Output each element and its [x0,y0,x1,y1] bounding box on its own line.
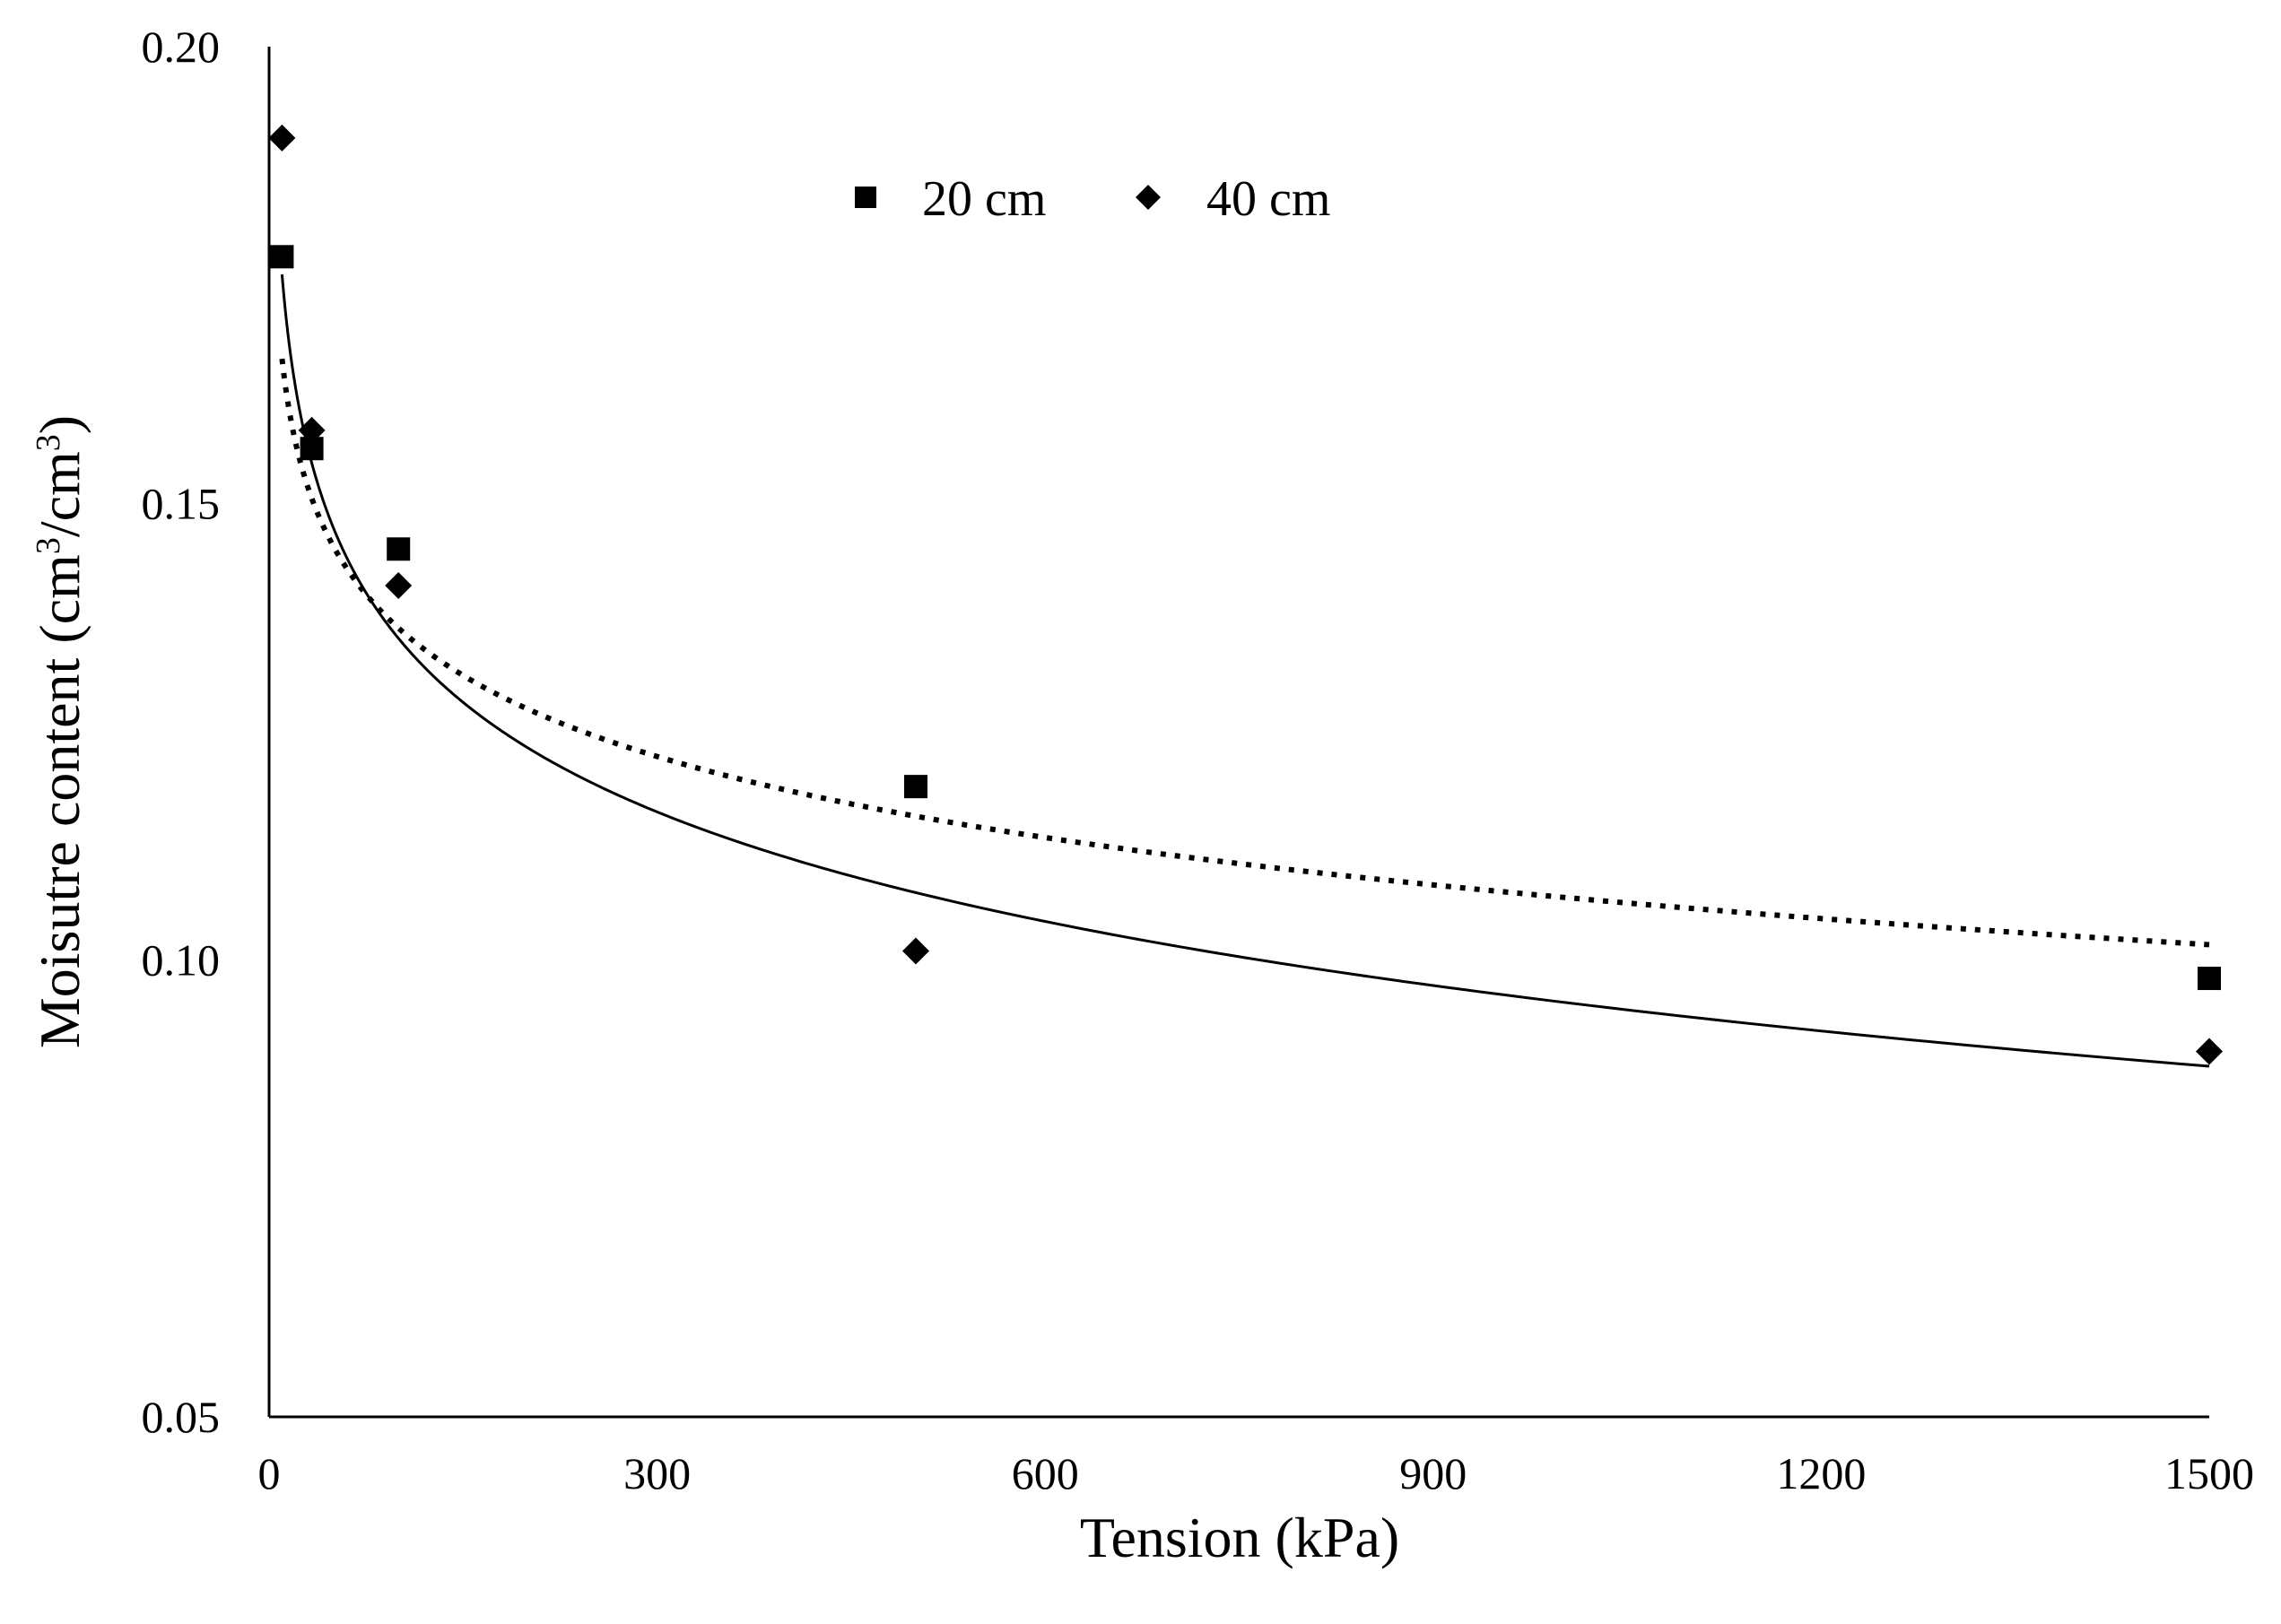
legend-label-40cm: 40 cm [1206,171,1330,227]
trendline-20cm [279,358,2210,948]
trendlines [279,274,2210,1068]
x-tick-label: 1200 [1776,1448,1866,1498]
y-tick-label: 0.05 [142,1392,221,1442]
data-point-40cm [298,416,326,444]
x-tick-label: 300 [623,1448,691,1498]
data-point-20cm [270,245,294,269]
y-axis-title-sup-2: 3 [30,434,67,451]
y-tick-label: 0.20 [142,22,221,72]
x-tick-label: 0 [258,1448,281,1498]
x-tick-label: 1500 [2164,1448,2254,1498]
ticks: 0 300 600 900 1200 1500 0.05 0.10 0.15 0.20 [142,22,2255,1498]
legend-marker-40cm [1136,185,1161,210]
y-axis-title-suffix: ) [28,415,91,434]
axes [267,47,2209,1419]
y-tick-label: 0.15 [142,478,221,528]
legend-marker-20cm [855,187,876,208]
y-axis-title: Moisutre content (cm3/cm3) [28,415,91,1048]
y-tick-label: 0.10 [142,935,221,986]
x-tick-label: 600 [1012,1448,1079,1498]
trendline-40cm [280,274,2210,1068]
x-axis-title: Tension (kPa) [1080,1506,1399,1569]
y-axis-title-mid: /cm [28,451,91,537]
data-point-40cm [385,572,413,600]
legend: 20 cm 40 cm [855,171,1330,227]
y-axis-title-sup-1: 3 [30,537,67,554]
legend-label-20cm: 20 cm [922,171,1046,227]
data-point-20cm [904,775,927,799]
x-tick-label: 900 [1399,1448,1467,1498]
data-point-40cm [2196,1038,2223,1065]
markers [268,124,2223,1065]
data-point-20cm [2198,967,2221,991]
data-point-40cm [268,124,296,152]
data-point-40cm [902,937,929,965]
data-point-20cm [387,537,411,561]
y-axis-title-prefix: Moisutre content (cm [28,554,91,1048]
